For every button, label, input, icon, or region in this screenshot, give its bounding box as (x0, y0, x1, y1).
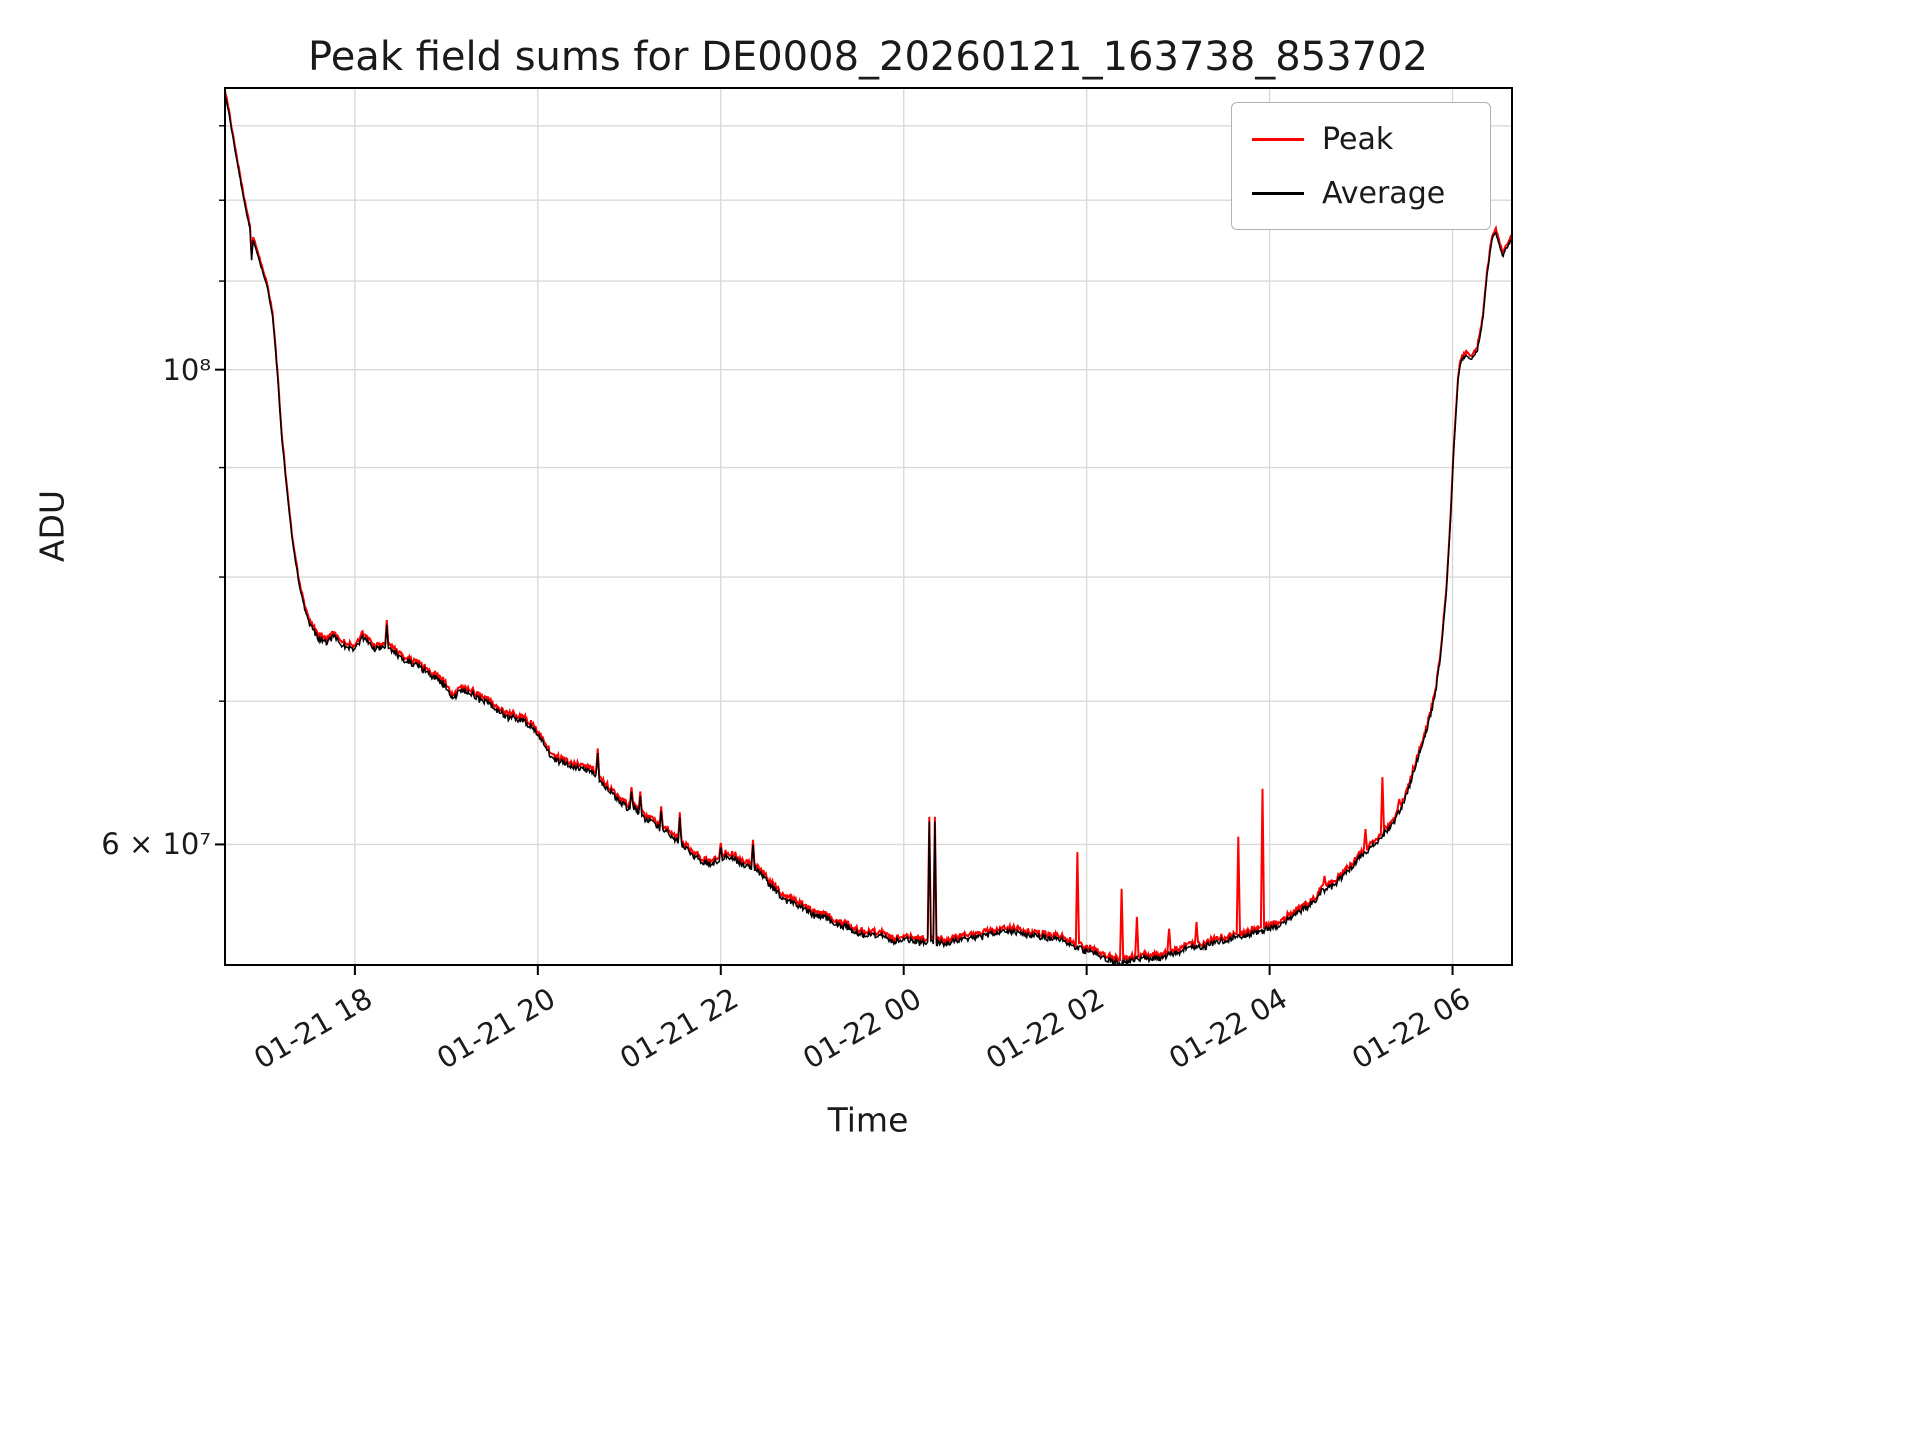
legend-label-peak: Peak (1322, 121, 1394, 157)
chart-title: Peak field sums for DE0008_20260121_1637… (308, 34, 1428, 80)
legend: Peak Average (1231, 102, 1491, 230)
x-axis-label: Time (827, 1100, 909, 1140)
average-line-swatch (1252, 191, 1304, 195)
average-series-line (225, 94, 1512, 965)
legend-item-average: Average (1252, 173, 1470, 213)
y-axis-label: ADU (32, 489, 72, 563)
plot-border (224, 87, 1513, 966)
y-tick-label: 6 × 10⁷ (101, 827, 211, 862)
peak-line-swatch (1252, 137, 1304, 141)
y-tick-label: 10⁸ (162, 352, 211, 387)
legend-label-average: Average (1322, 175, 1446, 211)
legend-item-peak: Peak (1252, 119, 1470, 159)
